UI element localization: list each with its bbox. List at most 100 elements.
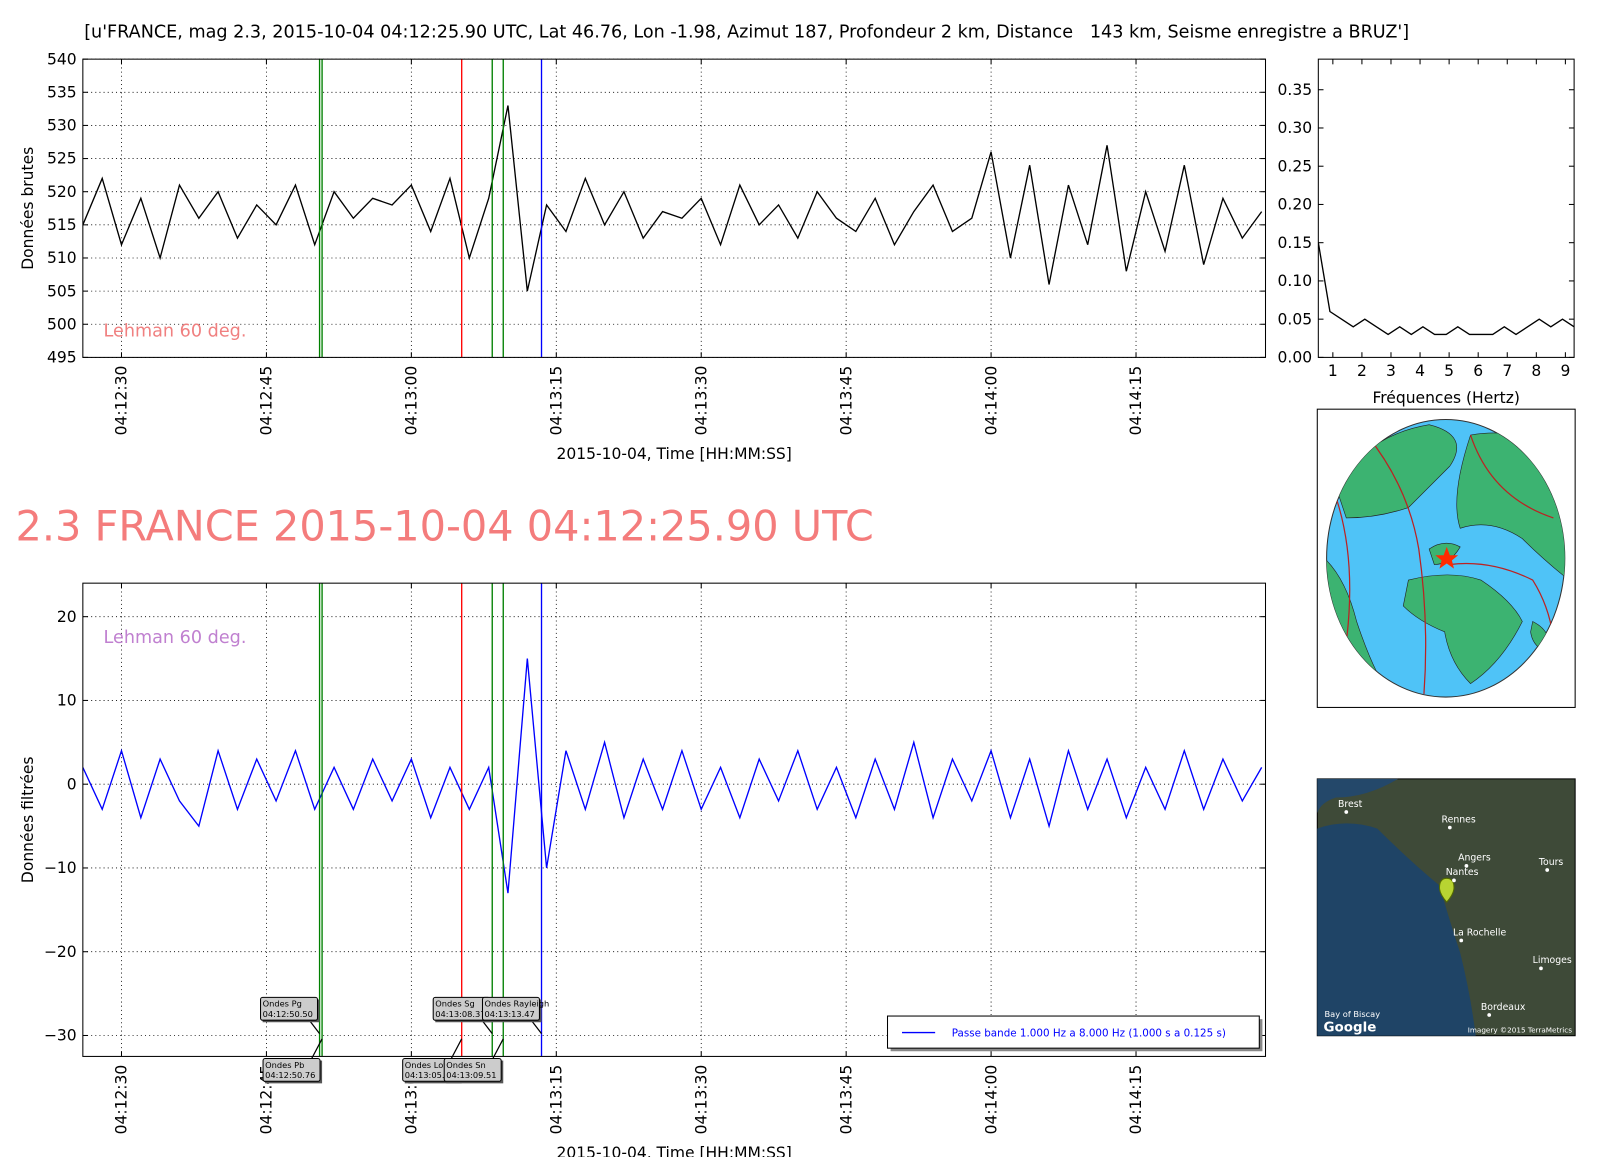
callout-time: 04:12:50.50 bbox=[263, 1009, 313, 1019]
x-tick-label: 9 bbox=[1560, 362, 1570, 380]
x-tick-label: 5 bbox=[1444, 362, 1454, 380]
map-label: Bordeaux bbox=[1481, 1002, 1526, 1013]
callout-time: 04:13:08.37 bbox=[435, 1009, 485, 1019]
plot-frame bbox=[82, 582, 1267, 1057]
y-tick-label: 0.05 bbox=[1278, 310, 1313, 328]
callout-box bbox=[262, 1057, 321, 1082]
data-line bbox=[82, 658, 1263, 894]
y-tick-label: 0.20 bbox=[1278, 196, 1313, 214]
x-tick-label: 6 bbox=[1473, 362, 1483, 380]
y-tick-label: 515 bbox=[47, 216, 77, 234]
plot-frame bbox=[82, 58, 1267, 358]
data-line bbox=[82, 105, 1263, 292]
x-tick-label: 1 bbox=[1328, 362, 1338, 380]
chart-title: [u'FRANCE, mag 2.3, 2015-10-04 04:12:25.… bbox=[84, 22, 1409, 42]
callout-arrow bbox=[450, 1038, 463, 1059]
x-tick-label: 04:14:15 bbox=[1127, 366, 1145, 436]
map-credit: Imagery ©2015 TerraMetrics bbox=[1468, 1026, 1573, 1035]
y-tick-label: 0.10 bbox=[1278, 272, 1313, 290]
x-tick-label: 7 bbox=[1502, 362, 1512, 380]
plot-frame bbox=[1317, 58, 1575, 358]
annotation: Lehman 60 deg. bbox=[104, 322, 247, 342]
x-axis-label: 2015-10-04, Time [HH:MM:SS] bbox=[557, 445, 792, 463]
y-tick-label: 500 bbox=[47, 315, 77, 333]
callout-arrow bbox=[308, 1019, 321, 1035]
annotation: Lehman 60 deg. bbox=[104, 628, 247, 648]
callout-time: 04:13:13.47 bbox=[485, 1009, 535, 1019]
map-dot bbox=[1487, 1013, 1492, 1017]
callout-box bbox=[443, 1057, 502, 1082]
map-label: Nantes bbox=[1446, 867, 1479, 878]
callout-time: 04:13:09.51 bbox=[446, 1070, 496, 1080]
y-tick-label: 0 bbox=[67, 775, 77, 793]
callout-arrow bbox=[481, 1019, 493, 1035]
callout-time: 04:12:50.76 bbox=[265, 1070, 315, 1080]
y-tick-label: −30 bbox=[44, 1027, 77, 1045]
map-dot bbox=[1539, 966, 1543, 971]
y-tick-label: 505 bbox=[47, 282, 77, 300]
y-tick-label: 495 bbox=[47, 349, 77, 367]
callout-time: 04:13:05.21 bbox=[405, 1070, 455, 1080]
callout-arrow bbox=[492, 1038, 504, 1059]
callout-arrow bbox=[530, 1019, 543, 1035]
x-tick-label: 04:12:30 bbox=[113, 1065, 131, 1135]
y-tick-label: 510 bbox=[47, 249, 77, 267]
map-dot bbox=[1452, 878, 1456, 883]
y-tick-label: 20 bbox=[57, 608, 77, 626]
callout-name: Ondes Love bbox=[405, 1060, 454, 1070]
map-label: Brest bbox=[1338, 799, 1363, 810]
y-tick-label: 0.00 bbox=[1278, 349, 1313, 367]
map-label: Angers bbox=[1458, 853, 1491, 864]
map-label: Tours bbox=[1538, 857, 1564, 868]
x-tick-label: 04:12:30 bbox=[113, 366, 131, 436]
map-dot bbox=[1344, 810, 1349, 814]
y-tick-label: 0.15 bbox=[1278, 234, 1313, 252]
x-tick-label: 04:14:00 bbox=[982, 366, 1000, 436]
x-tick-label: 04:14:00 bbox=[982, 1065, 1000, 1135]
map-dot bbox=[1545, 868, 1550, 872]
x-tick-label: 04:13:30 bbox=[692, 1065, 710, 1135]
callout-arrow bbox=[311, 1038, 323, 1059]
y-axis-label: Données filtrées bbox=[19, 756, 37, 883]
map-dot bbox=[1464, 864, 1469, 868]
map-label: La Rochelle bbox=[1453, 927, 1507, 938]
x-tick-label: 8 bbox=[1531, 362, 1541, 380]
y-tick-label: −20 bbox=[44, 943, 77, 961]
y-tick-label: 0.25 bbox=[1278, 157, 1313, 175]
map-label: Bay of Biscay bbox=[1325, 1009, 1381, 1019]
y-tick-label: 535 bbox=[47, 83, 77, 101]
callout-name: Ondes Sg bbox=[435, 999, 475, 1009]
map-dot bbox=[1459, 938, 1464, 943]
x-tick-label: 04:13:45 bbox=[837, 1065, 855, 1135]
y-tick-label: 525 bbox=[47, 150, 77, 168]
x-tick-label: 04:13:30 bbox=[692, 366, 710, 436]
y-tick-label: 520 bbox=[47, 183, 77, 201]
legend-box bbox=[886, 1015, 1260, 1049]
y-tick-label: 0.30 bbox=[1278, 119, 1313, 137]
callout-box bbox=[260, 996, 319, 1021]
y-tick-label: 530 bbox=[47, 117, 77, 135]
x-tick-label: 3 bbox=[1386, 362, 1396, 380]
x-tick-label: 04:12:45 bbox=[258, 366, 276, 436]
data-line bbox=[1318, 242, 1575, 336]
y-tick-label: 10 bbox=[57, 692, 77, 710]
globe-map bbox=[1316, 408, 1576, 708]
x-axis-label: Fréquences (Hertz) bbox=[1372, 389, 1519, 407]
x-tick-label: 04:13:15 bbox=[547, 366, 565, 436]
y-tick-label: 540 bbox=[47, 50, 77, 68]
x-tick-label: 04:13:45 bbox=[837, 366, 855, 436]
callout-name: Ondes Pb bbox=[265, 1060, 304, 1070]
x-tick-label: 4 bbox=[1415, 362, 1425, 380]
map-label: Limoges bbox=[1533, 955, 1572, 966]
y-axis-label: Données brutes bbox=[19, 147, 37, 270]
heading: 2.3 FRANCE 2015-10-04 04:12:25.90 UTC bbox=[16, 503, 874, 551]
map-dot bbox=[1447, 825, 1452, 830]
x-tick-label: 04:14:15 bbox=[1127, 1065, 1145, 1135]
regional-map: Brest Rennes Angers Nantes Tours La Rochelle L… bbox=[1316, 778, 1576, 1037]
legend-label: Passe bande 1.000 Hz a 8.000 Hz (1.000 s… bbox=[952, 1028, 1226, 1040]
y-tick-label: 0.35 bbox=[1278, 81, 1313, 99]
y-tick-label: −10 bbox=[44, 859, 77, 877]
map-logo: Google bbox=[1323, 1021, 1376, 1036]
